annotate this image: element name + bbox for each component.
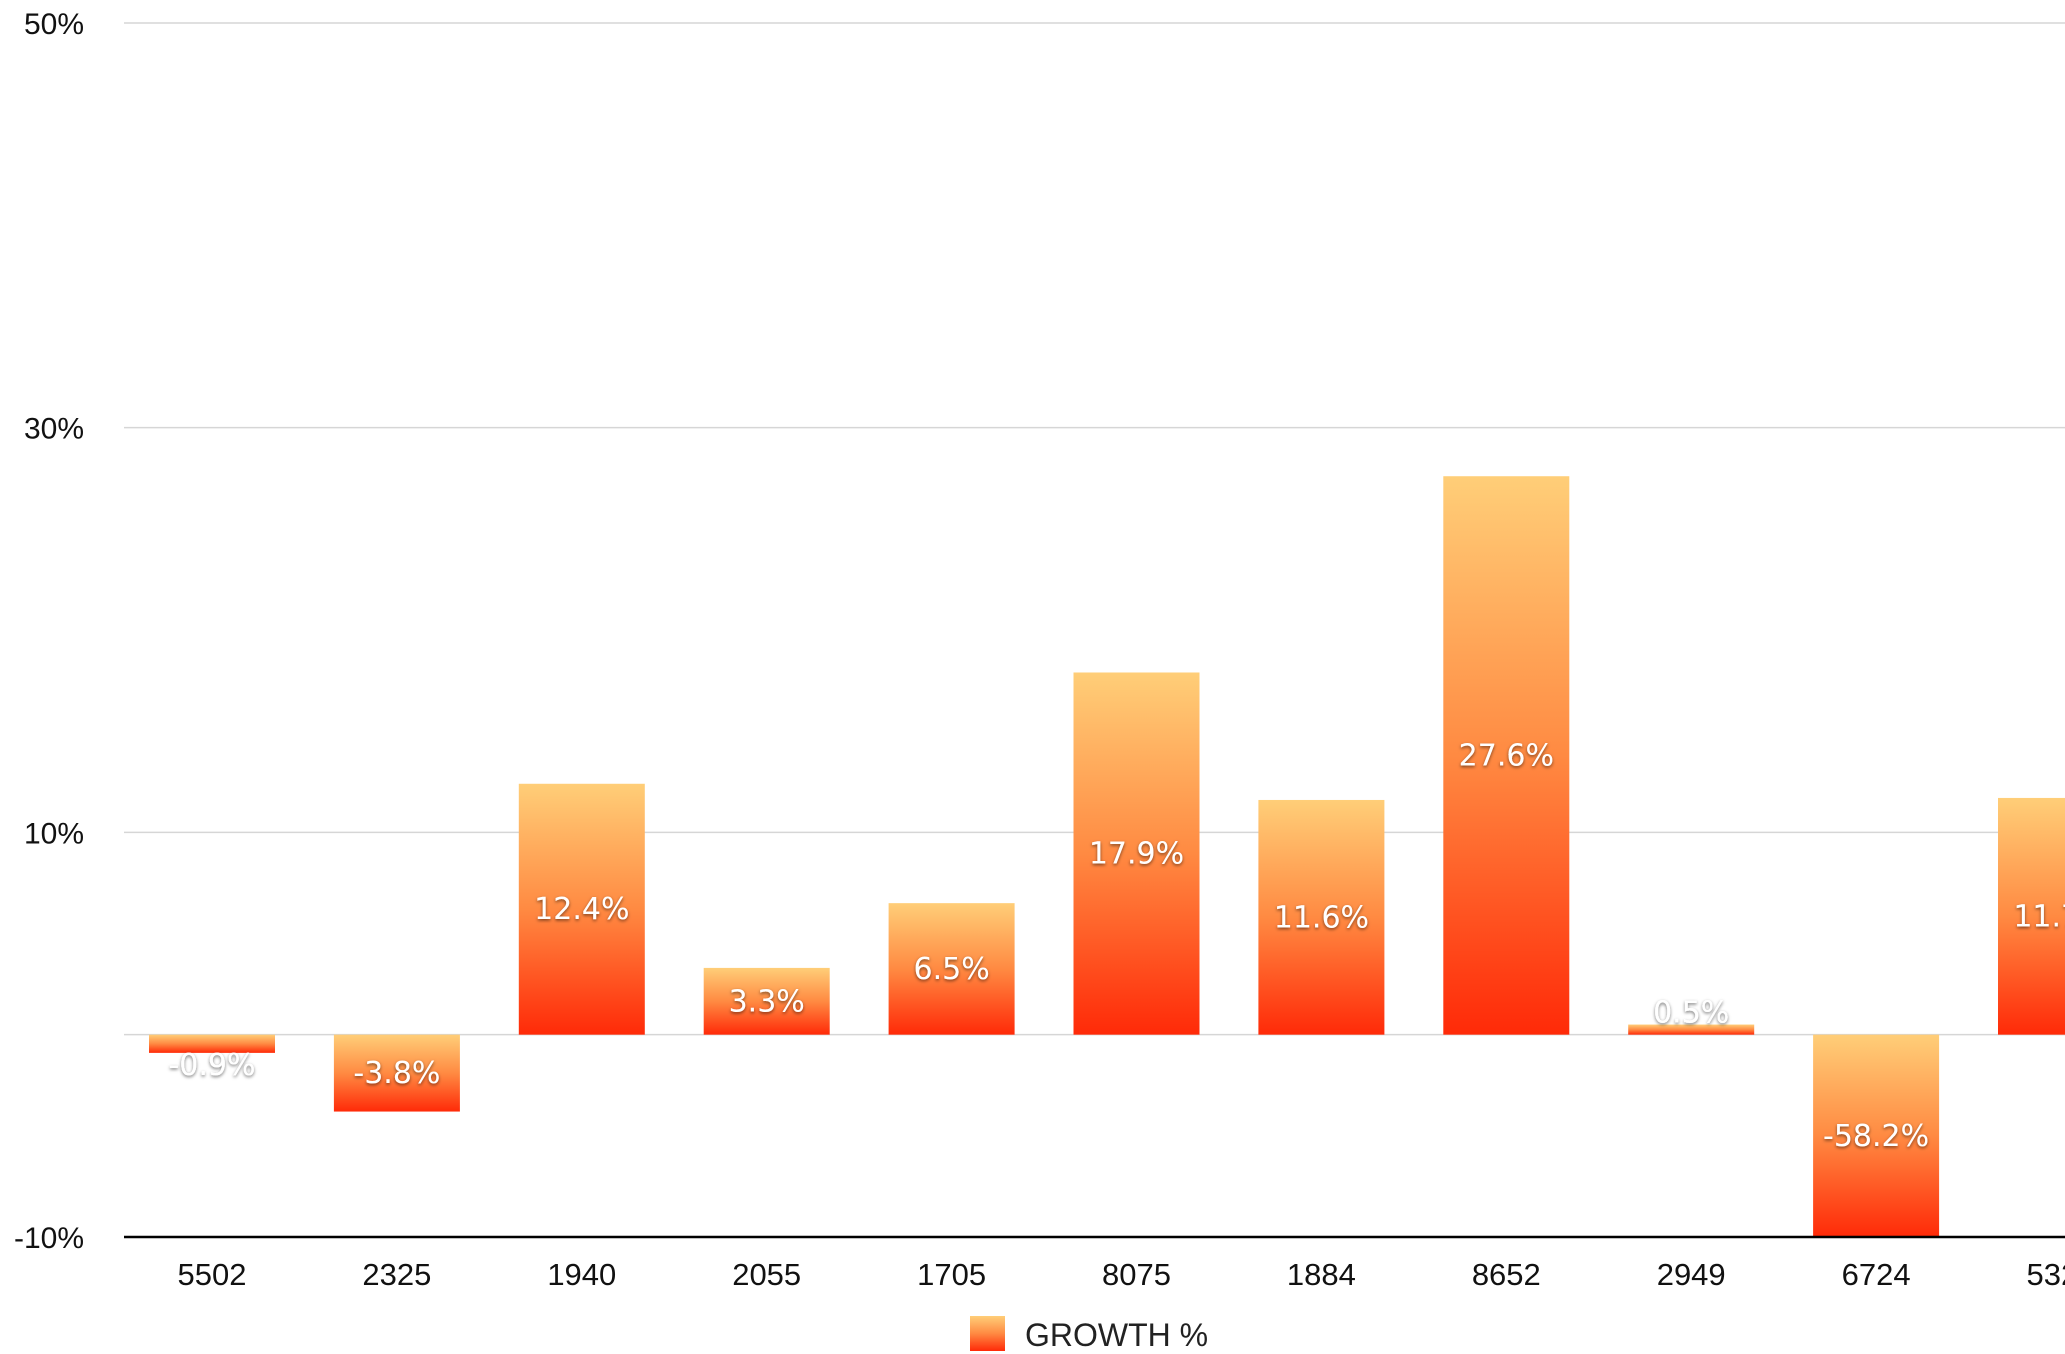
x-tick-label: 8075	[1102, 1257, 1171, 1292]
bar	[1258, 799, 1385, 1035]
data-label: 11.6%	[1274, 900, 1369, 935]
data-label: 17.9%	[1089, 837, 1184, 872]
x-tick-label: 5502	[178, 1257, 247, 1292]
data-label: 6.5%	[913, 952, 989, 987]
y-tick-label: 30%	[24, 413, 84, 446]
y-axis: 50% 30% 10% -10%	[14, 8, 84, 1255]
data-label: 27.6%	[1459, 738, 1554, 773]
x-tick-label: 8652	[1472, 1257, 1541, 1292]
bars	[149, 476, 2065, 1237]
bar	[333, 1034, 460, 1112]
x-tick-label: 6724	[1842, 1257, 1911, 1292]
legend-swatch	[970, 1316, 1005, 1351]
legend: GROWTH %	[970, 1316, 1208, 1353]
x-tick-label: 2949	[1657, 1257, 1726, 1292]
bar	[149, 1034, 275, 1053]
y-tick-label: -10%	[14, 1222, 84, 1255]
x-tick-label: 1940	[547, 1257, 616, 1292]
data-label: -58.2%	[1823, 1119, 1929, 1154]
x-tick-label: 2325	[362, 1257, 431, 1292]
data-label: 0.5%	[1653, 996, 1729, 1031]
data-labels: -0.9% -3.8% 12.4% 3.3% 6.5% 17.9% 11.6% 27.6% 0.…	[168, 738, 2065, 1153]
data-label: -3.8%	[353, 1056, 440, 1091]
bar	[703, 967, 830, 1035]
bar	[518, 783, 645, 1035]
bar	[1813, 1034, 1940, 1237]
y-tick-label: 10%	[24, 817, 84, 850]
x-tick-label: 5328	[2027, 1257, 2065, 1292]
data-label: -0.9%	[168, 1048, 255, 1083]
y-tick-label: 50%	[24, 8, 84, 41]
data-label: 3.3%	[729, 984, 805, 1019]
x-tick-label: 1705	[917, 1257, 986, 1292]
bar	[1443, 476, 1570, 1035]
x-tick-label: 1884	[1287, 1257, 1356, 1292]
bar	[888, 903, 1015, 1035]
x-tick-label: 2055	[732, 1257, 801, 1292]
bar	[1628, 1024, 1755, 1035]
bar	[1073, 672, 1200, 1035]
data-label: 12.4%	[534, 892, 629, 927]
bar	[1998, 797, 2065, 1035]
x-axis: 5502 2325 1940 2055 1705 8075 1884 8652 2949 6724…	[178, 1257, 2065, 1292]
legend-label: GROWTH %	[1025, 1317, 1208, 1353]
data-label: 11.7%	[2013, 899, 2065, 934]
